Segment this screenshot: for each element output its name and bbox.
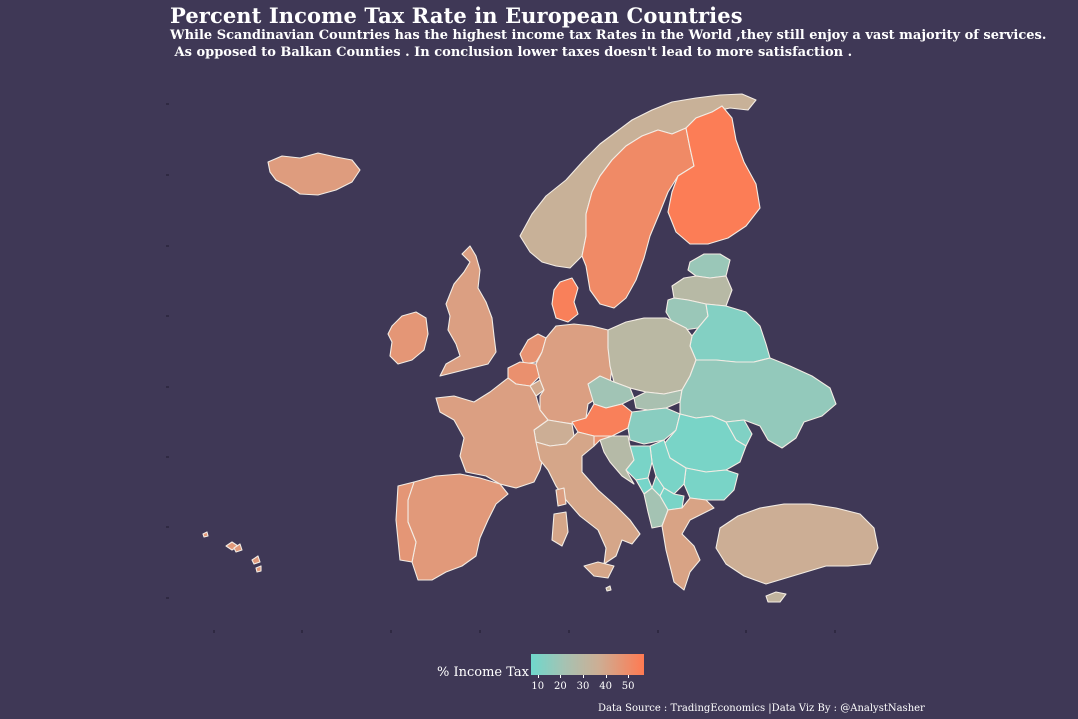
region-sicily — [583, 561, 615, 579]
region-uk — [439, 245, 497, 377]
subtitle-line-2: As opposed to Balkan Counties . In concl… — [170, 45, 853, 60]
region-estonia — [687, 253, 731, 279]
region-finland — [667, 105, 761, 245]
legend-tick-label: 10 — [531, 681, 545, 692]
legend-tick — [605, 675, 607, 678]
region-portugal — [395, 481, 417, 563]
legend-tick — [560, 675, 562, 678]
region-france — [435, 377, 549, 489]
region-ireland — [387, 311, 429, 365]
region-slovakia — [633, 389, 683, 411]
region-spain — [407, 473, 509, 581]
subtitle-line-1: While Scandinavian Countries has the hig… — [170, 28, 1047, 43]
region-sardinia — [551, 511, 569, 547]
legend-tick — [628, 675, 630, 678]
legend-colorbar — [531, 654, 644, 675]
legend-title: % Income Tax — [437, 665, 529, 680]
legend-tick-label: 50 — [621, 681, 635, 692]
data-source-caption: Data Source : TradingEconomics |Data Viz… — [598, 703, 925, 714]
region-canary-2 — [233, 543, 243, 553]
legend-labels: 10 20 30 40 50 — [531, 681, 644, 695]
region-poland — [607, 317, 697, 395]
region-iceland — [267, 152, 361, 196]
legend-tick-label: 30 — [576, 681, 590, 692]
region-canary-4 — [255, 565, 262, 573]
region-greece — [661, 497, 715, 591]
region-denmark — [551, 277, 579, 323]
chart-title: Percent Income Tax Rate in European Coun… — [170, 3, 743, 28]
region-corsica — [555, 487, 567, 507]
region-canary-3 — [251, 555, 261, 565]
legend-tick-label: 40 — [599, 681, 612, 692]
region-turkey — [715, 503, 879, 585]
region-cyprus — [765, 591, 787, 603]
region-madeira — [202, 531, 209, 538]
chart-subtitle: While Scandinavian Countries has the hig… — [170, 27, 1046, 61]
legend-tick — [537, 675, 539, 678]
axis-ticks — [166, 103, 836, 633]
region-sweden — [581, 127, 695, 309]
region-bulgaria — [683, 467, 739, 501]
legend-tick-label: 20 — [554, 681, 567, 692]
region-malta — [605, 585, 612, 592]
legend-tick — [582, 675, 584, 678]
legend-ticks — [531, 675, 644, 681]
